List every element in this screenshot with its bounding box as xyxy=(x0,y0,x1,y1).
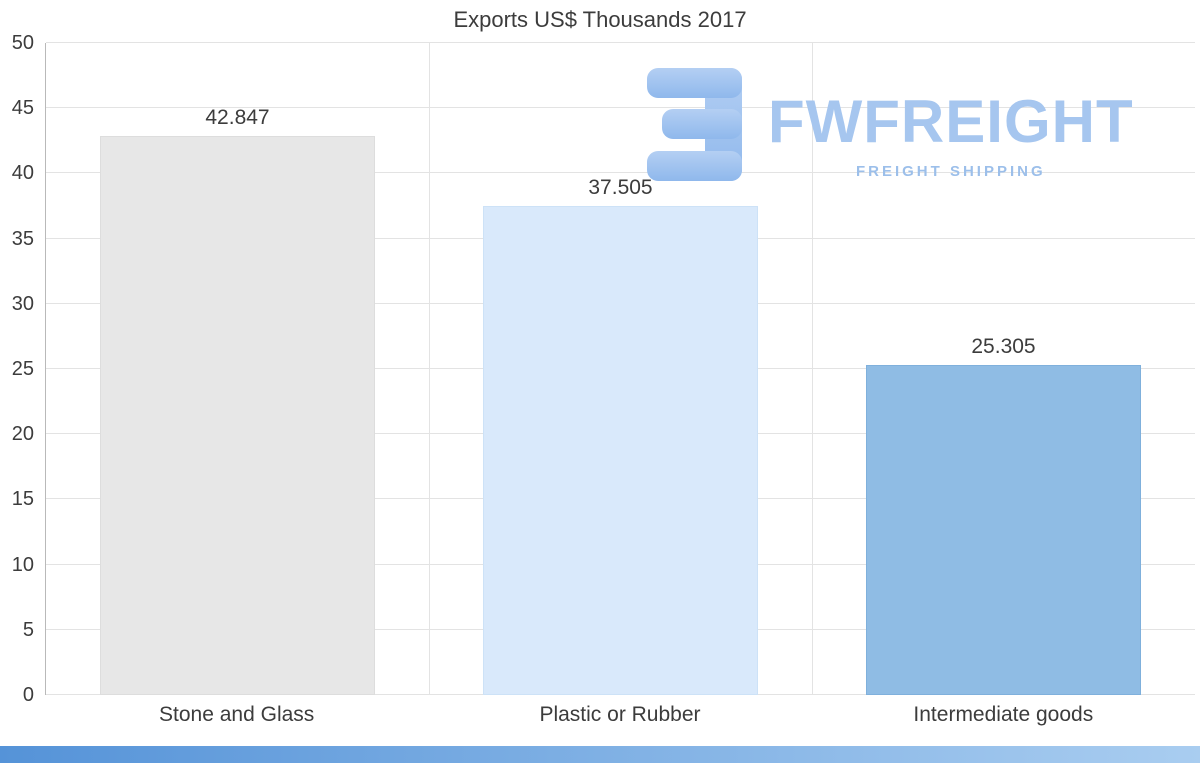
y-tick-label: 50 xyxy=(11,32,34,54)
bar-value-label: 25.305 xyxy=(971,335,1036,359)
y-tick-label: 0 xyxy=(22,684,34,706)
fwfreight-logo-icon xyxy=(647,68,742,181)
y-tick-label: 20 xyxy=(11,423,34,446)
logo-text: FWFREIGHT FREIGHT SHIPPING xyxy=(768,68,1134,181)
bar-column-intermediate-goods: 25.305 xyxy=(812,43,1195,695)
y-tick-label: 30 xyxy=(11,292,34,315)
x-category-label-plastic-or-rubber: Plastic or Rubber xyxy=(539,703,701,726)
bar-column-stone-and-glass: 42.847 xyxy=(46,43,429,695)
y-tick-label: 25 xyxy=(11,358,34,380)
gridline-horizontal xyxy=(46,172,1195,174)
gridline-vertical xyxy=(429,43,430,695)
logo-wordmark: FWFREIGHT xyxy=(768,88,1134,155)
gridline-vertical xyxy=(812,43,813,695)
gridline-horizontal xyxy=(46,107,1195,109)
bar-plastic-or-rubber xyxy=(482,205,759,695)
y-axis: 0 5 10 15 20 25 30 35 40 45 50 xyxy=(0,33,38,705)
gridline-horizontal xyxy=(46,42,1195,43)
plot-area: FWFREIGHT FREIGHT SHIPPING 42.847 37.505… xyxy=(45,42,1195,695)
bar-stone-and-glass xyxy=(99,136,376,695)
fwfreight-logo: FWFREIGHT FREIGHT SHIPPING xyxy=(647,68,1134,181)
x-category-label-intermediate-goods: Intermediate goods xyxy=(913,703,1094,726)
chart-title: Exports US$ Thousands 2017 xyxy=(453,7,747,32)
y-tick-label: 5 xyxy=(22,618,34,641)
x-axis: Stone and Glass Plastic or Rubber Interm… xyxy=(45,703,1195,727)
y-tick-label: 40 xyxy=(11,162,34,185)
footer-accent-bar xyxy=(0,746,1200,763)
x-category-label-stone-and-glass: Stone and Glass xyxy=(159,703,315,726)
logo-tagline: FREIGHT SHIPPING xyxy=(855,163,1046,180)
bars-layer: 42.847 37.505 25.305 xyxy=(46,43,1195,695)
bar-value-label: 42.847 xyxy=(205,106,270,130)
bar-column-plastic-or-rubber: 37.505 xyxy=(429,43,812,695)
y-tick-label: 45 xyxy=(11,97,34,120)
y-tick-label: 10 xyxy=(11,553,34,576)
bar-intermediate-goods xyxy=(865,365,1142,695)
y-tick-label: 35 xyxy=(11,227,34,250)
y-tick-label: 15 xyxy=(11,488,34,511)
bar-value-label: 37.505 xyxy=(588,175,653,199)
